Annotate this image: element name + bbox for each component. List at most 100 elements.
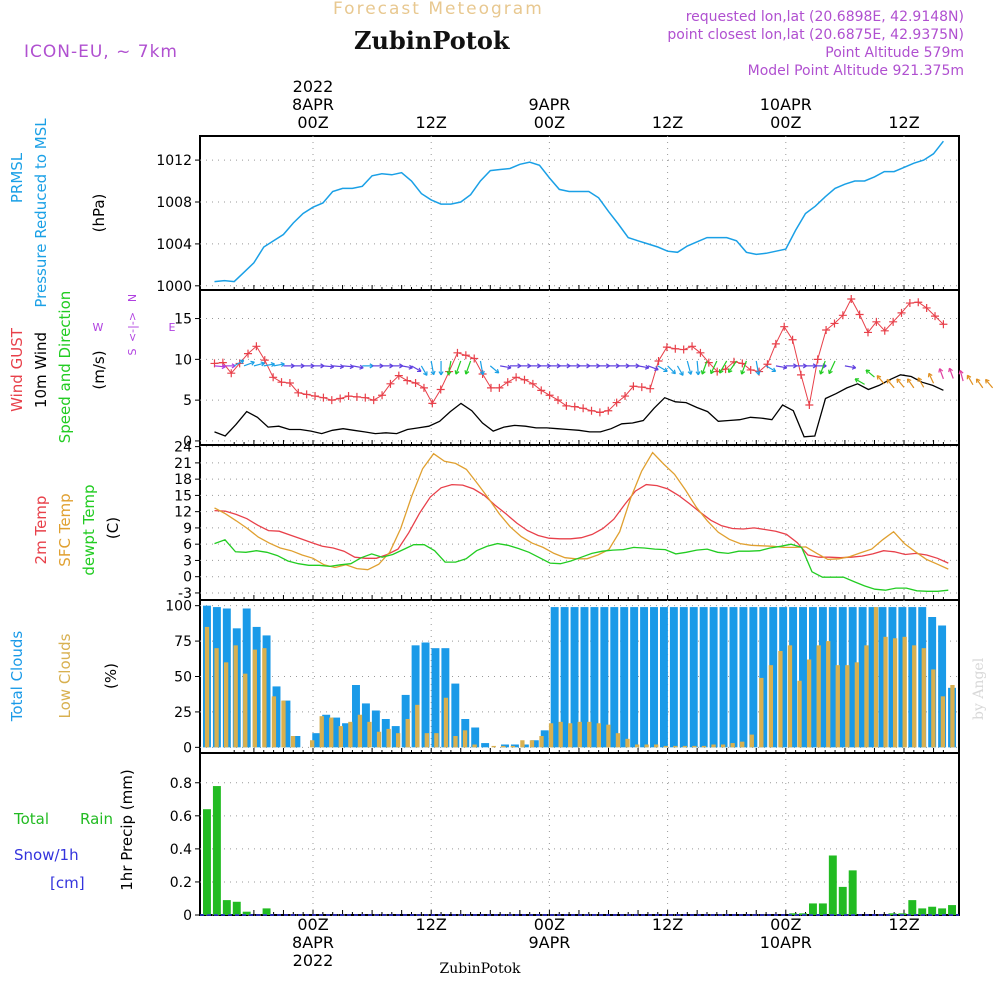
gust-marker (931, 312, 940, 321)
wind-arrow (865, 369, 875, 378)
wind-arrow-shaft (966, 374, 974, 386)
wind-arrow-shaft (741, 360, 747, 375)
wind-arrow (214, 363, 226, 370)
wind-arrow-head (975, 378, 981, 383)
low-cloud-bar (329, 717, 334, 748)
total-cloud-bar (570, 607, 579, 748)
y-tick-label: 100 (165, 599, 192, 615)
wind-arrow (828, 360, 836, 375)
total-cloud-bar (610, 607, 619, 748)
bottom-hour-label: 00Z (297, 915, 328, 934)
sfc-label: SFC Temp (56, 493, 74, 566)
y-tick-label: 0 (183, 908, 192, 924)
product-title: Forecast Meteogram (333, 0, 544, 19)
wind-arrow-shaft (728, 360, 738, 373)
wind-arrow (420, 365, 428, 376)
gust-marker (403, 376, 412, 385)
precip-unit: 1hr Precip (mm) (118, 769, 136, 890)
wind-arrow-shaft (865, 369, 875, 378)
pressure-line (214, 140, 944, 283)
sfc-temp-line (214, 451, 949, 571)
precip-bar (808, 903, 817, 915)
total-cloud-bar (481, 743, 490, 748)
wind-arrow-head (771, 367, 777, 373)
wind-arrow-head (906, 378, 912, 383)
low-cloud-bar (262, 648, 267, 748)
gust-marker (486, 383, 495, 392)
gust-marker (579, 404, 588, 413)
wind-arrow-shaft (322, 365, 334, 368)
total-cloud-bar (789, 607, 798, 748)
wind-arrow (637, 364, 650, 370)
wind-arrow-shaft (500, 365, 512, 369)
low-cloud-bar (424, 733, 429, 748)
wind-arrow-head (430, 370, 436, 376)
wind-arrow-shaft (696, 360, 699, 375)
low-cloud-bar (950, 685, 955, 748)
wind-arrow (401, 364, 413, 370)
wind-arrow (628, 363, 640, 369)
gust-marker (419, 383, 428, 392)
top-hour-label: 12Z (888, 113, 919, 132)
total-cloud-bar (322, 714, 331, 748)
gust-marker (771, 339, 780, 348)
total-cloud-bar (312, 733, 321, 748)
low-cloud-bar (673, 745, 678, 748)
gust-marker (503, 378, 512, 387)
gust-marker (537, 386, 546, 395)
total-cloud-bar (580, 607, 589, 748)
low-cloud-bar (940, 696, 946, 748)
low-cloud-bar (577, 721, 582, 748)
total-cloud-bar (600, 607, 609, 748)
wind-arrow-shaft (896, 378, 905, 388)
gust-marker (369, 396, 378, 405)
low-cloud-bar (912, 645, 917, 748)
wind-arrow-head (438, 371, 444, 376)
gust-marker (696, 348, 705, 357)
t2m-label: 2m Temp (32, 496, 50, 565)
low-cloud-bar (873, 607, 879, 748)
total-cloud-bar (630, 607, 639, 748)
wind-arrow (958, 370, 964, 382)
total-cloud-bar (729, 607, 738, 748)
total-cloud-bar (659, 607, 668, 748)
wind-arrow (805, 363, 817, 369)
low-cloud-bar (214, 648, 219, 748)
wind-arrow (938, 368, 944, 380)
total-cloud-bar (689, 607, 698, 748)
wind-arrow-shaft (332, 365, 344, 368)
low-cloud-bar (223, 662, 229, 748)
wind-arrow (727, 360, 738, 373)
wind-arrow (700, 360, 708, 375)
wind-arrow (559, 363, 571, 369)
top-date-label: 9APR (528, 95, 570, 114)
wind-arrow (647, 365, 659, 371)
low-cloud-bar (243, 673, 248, 748)
total-cloud-bar (838, 607, 847, 748)
low-cloud-bar (692, 745, 697, 748)
wind-arrow-shaft (975, 378, 984, 389)
low-cloud-bar (539, 736, 544, 748)
requested-point: requested lon,lat (20.6898E, 42.9148N) (685, 9, 964, 25)
total-cloud-bar (421, 642, 430, 748)
total-cloud-bar (371, 710, 380, 748)
gust-marker (294, 388, 303, 397)
wind-line (214, 374, 944, 438)
wind-arrow-head (679, 371, 684, 376)
gust-marker (822, 325, 831, 334)
total-cloud-bar (719, 607, 728, 748)
wind-arrow (362, 363, 374, 369)
wind-arrow (489, 365, 500, 374)
wind-arrow-shaft (775, 365, 787, 369)
wind-arrow-head (687, 370, 693, 375)
total-cloud-bar (471, 727, 480, 748)
wind-arrow (667, 365, 676, 375)
wind-arrow-shaft (948, 367, 954, 379)
low-cloud-bar (434, 733, 439, 748)
wind-arrow (844, 364, 857, 370)
wind-arrow (854, 378, 865, 385)
low-cloud-bar (548, 723, 554, 748)
wind-arrow (479, 360, 485, 376)
low-cloud-bar (568, 723, 573, 748)
wind-arrow-head (695, 371, 701, 376)
